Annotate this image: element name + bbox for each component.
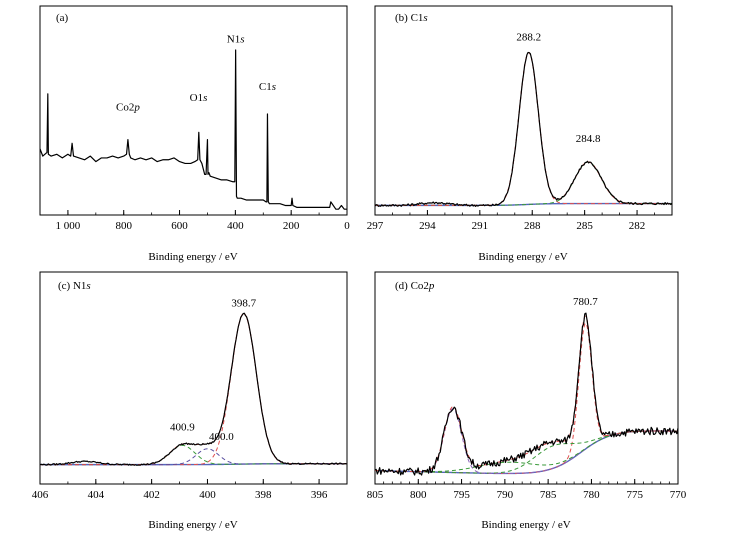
panel-a-peak-label-text: Co2: [116, 101, 134, 113]
panel-b-tick-label: 288: [524, 220, 541, 232]
panel-b-tick-label: 297: [367, 220, 384, 232]
panel-c-xlabel: Binding energy / eV: [148, 519, 237, 531]
panel-b-peak-label: 288.2: [516, 32, 541, 44]
panel-a-tick-label: 0: [344, 220, 350, 232]
panel-d-label-main: (d) Co2: [395, 280, 429, 292]
panel-c-peak-label-text: 400.9: [170, 422, 195, 434]
panel-b-xlabel: Binding energy / eV: [478, 251, 567, 263]
panel-a-peak-label-text: N1: [227, 34, 240, 46]
panel-c-peak-labels: 398.7 400.9 400.0: [170, 297, 257, 443]
panel-d-background-line: [374, 430, 679, 475]
panel-d-tick-label: 785: [540, 489, 557, 501]
panel-c-tick-label: 404: [88, 489, 105, 501]
panel-c-peak-label-text: 400.0: [209, 431, 234, 443]
panel-d-component-1: [374, 430, 679, 474]
panel-b-component-1: [375, 161, 672, 206]
panel-b-peak-label-text: 284.8: [576, 133, 601, 145]
panel-a-label: (a): [56, 12, 69, 24]
panel-d-experimental-line: [374, 312, 679, 476]
panel-a-tick-label: 600: [171, 220, 188, 232]
panel-a-peak-label: O1s: [190, 92, 208, 104]
panel-d-component-2: [374, 408, 679, 474]
panel-c-tick-label: 398: [255, 489, 272, 501]
panel-d-frame: [374, 271, 679, 485]
panel-c-label: (c) N1s: [58, 280, 91, 292]
panel-d-curves: [374, 312, 679, 476]
panel-a-peak-label-italic: s: [203, 92, 207, 104]
panel-c-tick-label: 402: [143, 489, 160, 501]
panel-a-peak-label-italic: p: [133, 101, 140, 113]
panel-c-ticks: 406 404 402 400 398 396: [32, 479, 348, 501]
panel-a-peak-label: N1s: [227, 34, 245, 46]
panel-b-experimental-line: [374, 51, 673, 207]
panel-a-peak-label: Co2p: [116, 101, 140, 113]
panel-a-peak-label: C1s: [259, 81, 276, 93]
panel-a-xlabel: Binding energy / eV: [148, 251, 237, 263]
panel-b-fit-envelope: [375, 51, 672, 206]
panel-b-label: (b) C1s: [395, 12, 428, 24]
panel-a-tick-label: 1 000: [56, 220, 81, 232]
panel-d-tick-label: 795: [453, 489, 470, 501]
panel-a-peak-label-italic: s: [240, 34, 244, 46]
panel-d: (d) Co2p 805 800 795 790 785 780 775 770 780.7 …: [367, 271, 687, 531]
panel-b-peak-label-text: 288.2: [516, 32, 541, 44]
panel-b-tick-label: 282: [629, 220, 646, 232]
panel-c-label-main: (c) N1: [58, 280, 86, 292]
panel-b-label-italic: s: [423, 12, 427, 24]
panel-b-curves: [374, 51, 673, 207]
panel-d-tick-label: 800: [410, 489, 427, 501]
panel-c-tick-label: 406: [32, 489, 49, 501]
panel-b-peak-labels: 288.2 284.8: [516, 32, 601, 145]
panel-d-tick-label: 805: [367, 489, 384, 501]
panel-d-peak-label-text: 780.7: [573, 296, 598, 308]
panel-b: (b) C1s 297 294 291 288 285 282 288.2 284.8 Bi…: [367, 5, 673, 263]
panel-a-frame: [39, 5, 348, 216]
panel-a-peak-label-text: C1: [259, 81, 272, 93]
panel-a-tick-label: 800: [115, 220, 132, 232]
panel-b-tick-label: 294: [419, 220, 436, 232]
panel-c-frame: [39, 271, 348, 485]
panel-a-tick-label: 400: [227, 220, 244, 232]
panel-b-label-main: (b) C1: [395, 12, 423, 24]
panel-b-ticks: 297 294 291 288 285 282: [367, 210, 673, 232]
panel-d-tick-label: 780: [583, 489, 600, 501]
panel-d-fit-envelope: [374, 315, 679, 473]
panel-a-series-0: [39, 49, 347, 210]
panel-d-peak-label: 780.7: [573, 296, 598, 308]
panel-a-peak-label-italic: s: [272, 81, 276, 93]
panel-a-peak-label-text: O1: [190, 92, 203, 104]
panel-d-label-italic: p: [428, 280, 435, 292]
panel-b-tick-label: 291: [472, 220, 489, 232]
panel-d-ticks: 805 800 795 790 785 780 775 770: [367, 479, 687, 501]
panel-c-label-italic: s: [86, 280, 90, 292]
panel-c-experimental-line: [39, 312, 348, 466]
panel-a-tick-label: 200: [283, 220, 300, 232]
panel-c-fit-envelope: [40, 313, 347, 466]
panel-c-curves: [39, 312, 348, 466]
panel-b-tick-label: 285: [576, 220, 593, 232]
panel-d-tick-label: 790: [497, 489, 514, 501]
panel-b-peak-label: 284.8: [576, 133, 601, 145]
panel-a-ticks: 1 000 800 600 400 200 0: [39, 210, 350, 232]
panel-c: (c) N1s 406 404 402 400 398 396 398.7 400.9 400…: [32, 271, 348, 531]
panel-d-xlabel: Binding energy / eV: [481, 519, 570, 531]
panel-c-peak-label: 400.9: [170, 422, 195, 434]
panel-c-tick-label: 396: [311, 489, 328, 501]
panel-c-peak-label: 398.7: [231, 297, 256, 309]
panel-d-tick-label: 775: [626, 489, 643, 501]
panel-d-label: (d) Co2p: [395, 280, 435, 292]
panel-d-peak-labels: 780.7: [573, 296, 598, 308]
panel-c-component-0: [40, 313, 347, 466]
panel-c-peak-label: 400.0: [209, 431, 234, 443]
panel-c-peak-label-text: 398.7: [231, 297, 256, 309]
panel-b-frame: [374, 5, 673, 216]
panel-d-tick-label: 770: [670, 489, 687, 501]
panel-c-component-2: [40, 448, 347, 466]
panel-c-tick-label: 400: [199, 489, 216, 501]
panel-a-curves: [39, 49, 347, 210]
